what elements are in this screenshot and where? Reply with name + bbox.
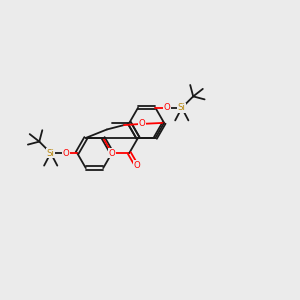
Text: O: O bbox=[62, 148, 69, 158]
Text: Si: Si bbox=[178, 103, 186, 112]
Text: O: O bbox=[133, 161, 140, 170]
Text: Si: Si bbox=[47, 148, 55, 158]
Text: O: O bbox=[138, 119, 145, 128]
Text: O: O bbox=[109, 148, 115, 158]
Text: O: O bbox=[164, 103, 170, 112]
